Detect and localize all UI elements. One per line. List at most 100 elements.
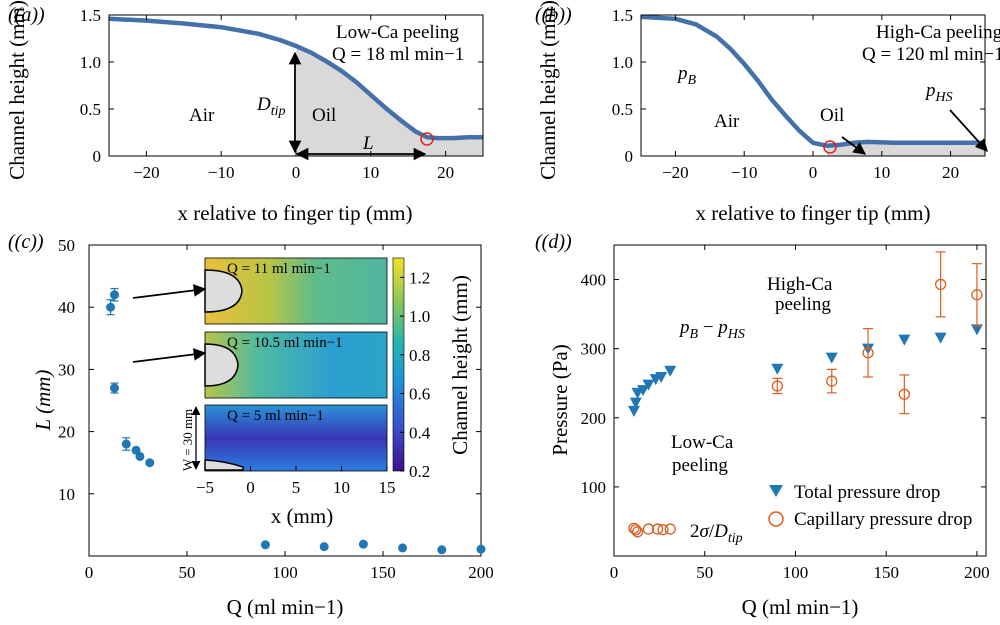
xtick-label: 10 [873,163,890,182]
label-low-ca-2: peeling [672,455,728,476]
inset-xtick-label: 5 [292,478,301,497]
total-pressure-point [826,353,838,364]
ytick-label: 100 [581,478,607,497]
label-phs: pHS [924,80,953,105]
legend-triangle-marker [769,485,783,497]
ylabel-b: Channel height (mm) [536,0,560,180]
dtip-main: D [256,94,271,115]
subtitle-b: Q = 120 ml min−1 [862,44,1000,65]
label-dtip: Dtip [256,94,286,119]
label-oil-a: Oil [312,105,336,126]
data-point [261,540,270,549]
ytick-label: 1.5 [80,6,101,25]
ytick-label: 30 [58,360,75,379]
ytick-label: 1.0 [80,53,101,72]
ytick-label: 40 [58,298,75,317]
label-high-ca-2: peeling [775,294,831,315]
colorbar-tick-label: 0.8 [409,346,430,365]
colorbar-tick-label: 0.2 [409,462,430,481]
label-pb-minus-phs: pB − pHS [678,317,745,342]
total-pressure-point [935,333,947,344]
inset-xtick-label: 10 [333,478,350,497]
colorbar-label: Channel height (mm) [448,275,472,455]
data-point [110,384,119,393]
ytick-label: 10 [58,485,75,504]
data-point [145,458,154,467]
xtick-label: 0 [610,563,619,582]
panel-id-c: (c) [15,231,38,253]
total-pressure-point [771,364,783,375]
capillary-pressure-point [665,524,675,534]
data-point [320,542,329,551]
ytick-label: 1.0 [612,53,633,72]
inset-xtick-label: 0 [246,478,255,497]
xtick-label: 50 [179,563,196,582]
data-point [437,545,446,554]
xtick-label: 200 [468,563,494,582]
xlabel-b: x relative to finger tip (mm) [695,201,930,225]
total-pressure-point [898,335,910,346]
inset-xlabel: x (mm) [271,504,333,528]
legend-circle-marker [769,512,783,526]
inset-label-3: Q = 5 ml min−1 [227,408,324,424]
inset-label-1: Q = 11 ml min−1 [227,261,331,277]
panel-label-d: ((d)) [535,231,572,253]
panel-id-d: (d) [542,231,566,253]
pointer-arrow-2 [133,353,205,362]
colorbar-tick-label: 1.0 [409,307,430,326]
ytick-label: 0.5 [612,100,633,119]
xtick-label: 100 [272,563,298,582]
title-b: High-Ca peeling [876,22,1000,43]
panel-d: 0 50 100 150 200 100 200 300 400 ((d)) Q (ml min… [535,231,990,619]
width-label: W = 30 mm [180,409,195,471]
colorbar-tick-label: 1.2 [409,268,430,287]
inset-xtick-label: −5 [196,478,214,497]
xlabel-c: Q (ml min−1) [227,595,344,619]
legend-capillary: Capillary pressure drop [794,509,972,530]
data-point [477,545,486,554]
subtitle-a: Q = 18 ml min−1 [332,44,464,65]
panel-label-c: ((c)) [8,231,44,253]
data-point [398,543,407,552]
colorbar-tick-label: 0.4 [409,423,431,442]
ytick-label: 0.5 [80,100,101,119]
data-point [106,303,115,312]
ytick-label: 0 [625,147,634,166]
label-high-ca: High-Ca [767,274,833,295]
xtick-label: 150 [370,563,396,582]
colorbar-ticks: 0.2 0.4 0.6 0.8 1.0 1.2 [400,268,431,481]
inset-label-2: Q = 10.5 ml min−1 [227,335,343,351]
xtick-label: 0 [85,563,94,582]
xtick-label: −20 [133,163,160,182]
label-air-b: Air [714,111,740,132]
dtip-sub: tip [271,104,286,119]
label-2sigma-dtip: 2σ/Dtip [690,521,743,546]
data-point [110,290,119,299]
colorbar-tick-label: 0.6 [409,385,430,404]
inset-xtick-label: 15 [379,478,396,497]
xtick-label: −20 [662,163,689,182]
xtick-label: −10 [208,163,235,182]
label-oil-b: Oil [820,105,844,126]
xtick-label: 50 [696,563,713,582]
data-point [122,440,131,449]
xtick-label: 200 [964,563,990,582]
xtick-label: 100 [783,563,809,582]
xtick-label: 20 [942,163,959,182]
title-a: Low-Ca peeling [336,22,459,43]
xlabel-a: x relative to finger tip (mm) [177,201,412,225]
xtick-label: 0 [809,163,818,182]
ylabel-c: L (mm) [31,370,55,432]
ytick-label: 300 [581,340,607,359]
ytick-label: 400 [581,271,607,290]
xtick-label: −10 [731,163,758,182]
total-pressure-point [628,406,640,417]
label-air-a: Air [189,105,215,126]
panel-a: −20 −10 0 10 20 0 0.5 1.0 1.5 ((a)) Low-Ca peeli… [5,0,483,225]
data-point [359,540,368,549]
xtick-label: 20 [437,163,454,182]
data-point [135,452,144,461]
ytick-label: 50 [58,236,75,255]
